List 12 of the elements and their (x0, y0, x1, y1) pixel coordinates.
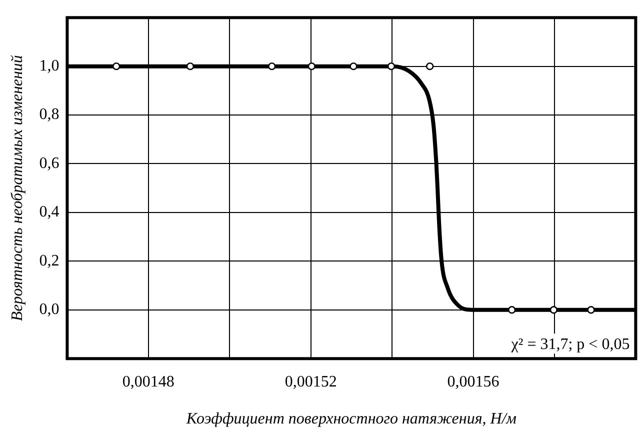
y-tick-label: 0,8 (39, 106, 60, 124)
y-tick-label: 0,6 (39, 154, 60, 172)
y-tick-label: 0,4 (39, 204, 60, 221)
x-tick-label: 0,00152 (284, 373, 337, 390)
annotation: χ² = 31,7; p < 0,05 (510, 336, 630, 353)
y-tick-label: 1,0 (39, 58, 60, 75)
y-tick-label: 0,0 (39, 301, 60, 318)
x-axis-title: Коэффициент поверхностного натяжения, Н/м (185, 410, 516, 428)
y-axis-title: Вероятность необратимых изменений (8, 55, 26, 322)
x-tick-label: 0,00148 (122, 373, 174, 390)
y-tick-label: 0,2 (39, 252, 60, 270)
x-tick-label: 0,00156 (447, 373, 500, 390)
